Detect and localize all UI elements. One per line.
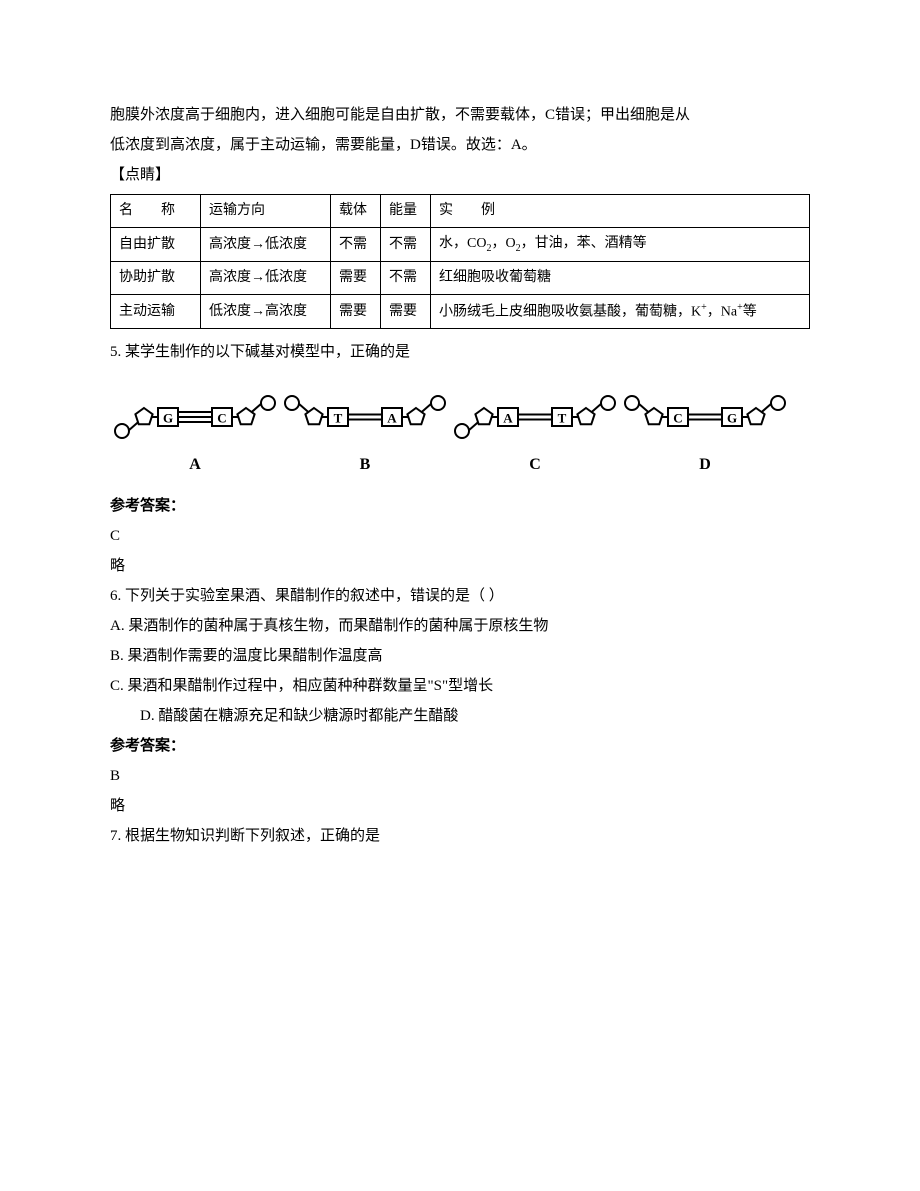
table-header: 载体 (331, 195, 381, 228)
table-row: 协助扩散 高浓度→低浓度 需要 不需 红细胞吸收葡萄糖 (111, 262, 810, 295)
q6-ref-label: 参考答案： (110, 731, 810, 761)
q6-extra: 略 (110, 791, 810, 821)
table-cell: 低浓度→高浓度 (201, 294, 331, 328)
transport-table: 名 称 运输方向 载体 能量 实 例 自由扩散 高浓度→低浓度 不需 不需 水，… (110, 194, 810, 329)
svg-text:C: C (673, 411, 682, 426)
q7-stem: 7. 根据生物知识判断下列叙述，正确的是 (110, 821, 810, 851)
table-cell: 需要 (331, 262, 381, 295)
base-pair-models: G C A T A B A T C C G D (110, 377, 790, 487)
svg-text:A: A (189, 456, 201, 473)
table-header: 名 称 (111, 195, 201, 228)
table-cell: 协助扩散 (111, 262, 201, 295)
svg-text:B: B (360, 456, 371, 473)
svg-text:G: G (727, 411, 737, 426)
svg-text:A: A (387, 411, 397, 426)
table-cell: 需要 (331, 294, 381, 328)
svg-text:T: T (334, 411, 343, 426)
table-header: 能量 (381, 195, 431, 228)
table-cell: 水，CO2，O2，甘油，苯、酒精等 (431, 227, 810, 262)
table-row: 自由扩散 高浓度→低浓度 不需 不需 水，CO2，O2，甘油，苯、酒精等 (111, 227, 810, 262)
table-cell: 不需 (381, 227, 431, 262)
q6-option-a: A. 果酒制作的菌种属于真核生物，而果醋制作的菌种属于原核生物 (110, 611, 810, 641)
q5-extra: 略 (110, 551, 810, 581)
q6-stem: 6. 下列关于实验室果酒、果醋制作的叙述中，错误的是（ ） (110, 581, 810, 611)
table-cell: 自由扩散 (111, 227, 201, 262)
svg-text:A: A (503, 411, 513, 426)
svg-text:G: G (163, 411, 173, 426)
svg-text:C: C (217, 411, 226, 426)
table-cell: 红细胞吸收葡萄糖 (431, 262, 810, 295)
table-cell: 主动运输 (111, 294, 201, 328)
table-cell: 高浓度→低浓度 (201, 262, 331, 295)
q6-option-b: B. 果酒制作需要的温度比果醋制作温度高 (110, 641, 810, 671)
svg-text:C: C (529, 456, 541, 473)
intro-line-2: 低浓度到高浓度，属于主动运输，需要能量，D错误。故选：A。 (110, 130, 810, 160)
q6-option-d: D. 醋酸菌在糖源充足和缺少糖源时都能产生醋酸 (110, 701, 810, 731)
table-header: 实 例 (431, 195, 810, 228)
q6-answer: B (110, 761, 810, 791)
q6-option-c: C. 果酒和果醋制作过程中，相应菌种种群数量呈"S"型增长 (110, 671, 810, 701)
table-row: 主动运输 低浓度→高浓度 需要 需要 小肠绒毛上皮细胞吸收氨基酸，葡萄糖，K+，… (111, 294, 810, 328)
table-cell: 小肠绒毛上皮细胞吸收氨基酸，葡萄糖，K+，Na+等 (431, 294, 810, 328)
svg-text:D: D (699, 456, 711, 473)
table-row: 名 称 运输方向 载体 能量 实 例 (111, 195, 810, 228)
intro-line-3: 【点睛】 (110, 160, 810, 190)
svg-text:T: T (558, 411, 567, 426)
table-cell: 不需 (381, 262, 431, 295)
q5-answer: C (110, 521, 810, 551)
table-cell: 需要 (381, 294, 431, 328)
q5-ref-label: 参考答案： (110, 491, 810, 521)
table-header: 运输方向 (201, 195, 331, 228)
table-cell: 高浓度→低浓度 (201, 227, 331, 262)
table-cell: 不需 (331, 227, 381, 262)
q5-stem: 5. 某学生制作的以下碱基对模型中，正确的是 (110, 337, 810, 367)
intro-line-1: 胞膜外浓度高于细胞内，进入细胞可能是自由扩散，不需要载体，C错误；甲出细胞是从 (110, 100, 810, 130)
